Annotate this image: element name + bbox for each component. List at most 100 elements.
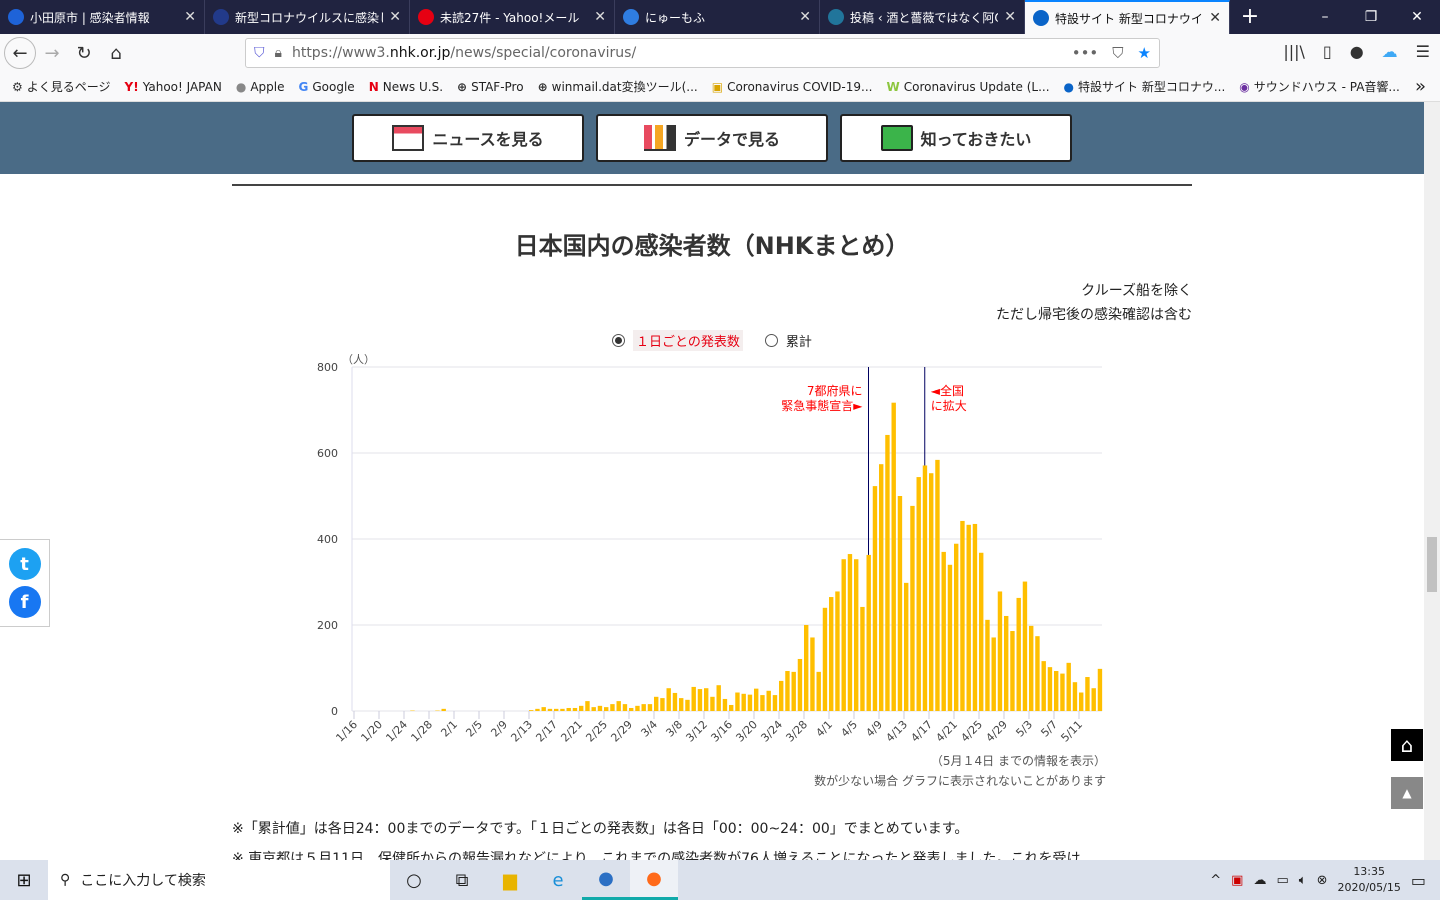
radio-daily-label[interactable]: １日ごとの発表数 [633, 330, 743, 351]
x-tick-label: 1/24 [383, 718, 410, 745]
radio-cumulative[interactable] [764, 334, 778, 347]
url-path: /news/special/coronavirus/ [450, 45, 637, 61]
notifications-icon[interactable]: ▭ [1410, 870, 1426, 890]
taskbar-search[interactable]: ⚲ ここに入力して検索 [48, 860, 390, 900]
cortana-icon[interactable]: ○ [406, 869, 422, 891]
home-button[interactable]: ⌂ [110, 42, 122, 64]
bar [997, 591, 1003, 711]
bar [760, 695, 765, 711]
bar [860, 606, 865, 711]
mute-icon[interactable]: ⊗ [1316, 872, 1328, 888]
chevron-up-icon[interactable]: ^ [1210, 872, 1222, 888]
bookmark-item[interactable]: ● 特設サイト 新型コロナウ... [1064, 78, 1226, 95]
bar [1085, 677, 1090, 711]
share-panel: t f [0, 539, 50, 627]
x-tick-label: 1/28 [408, 718, 435, 745]
radio-daily[interactable] [612, 334, 625, 347]
bar [972, 523, 978, 711]
close-tab-icon[interactable]: ✕ [389, 9, 401, 25]
page-actions-icon[interactable]: ••• [1071, 44, 1099, 62]
url-bar[interactable]: ⛉ 🔒︎ https://www3.nhk.or.jp/news/special… [245, 38, 1160, 68]
ie-icon[interactable]: e [552, 869, 564, 891]
close-tab-icon[interactable]: ✕ [799, 9, 811, 25]
bar [1047, 667, 1053, 711]
news-button[interactable]: ニュースを見る [352, 114, 584, 162]
icloud-icon[interactable]: ☁ [1381, 42, 1398, 61]
onedrive-icon[interactable]: ☁ [1253, 872, 1267, 888]
close-window-button[interactable]: ✕ [1411, 9, 1423, 25]
facebook-icon[interactable]: f [8, 586, 41, 618]
flag-icon[interactable]: ▣ [1231, 872, 1244, 888]
restore-button[interactable]: ❐ [1364, 9, 1378, 25]
tab[interactable]: にゅーもふ ✕ [615, 0, 820, 34]
data-button[interactable]: データで見る [596, 114, 828, 162]
task-view-icon[interactable]: ⧉ [455, 869, 469, 891]
bookmark-star-icon[interactable]: ★ [1137, 44, 1151, 62]
bookmark-label: 特設サイト 新型コロナウ... [1078, 80, 1226, 94]
bookmark-item[interactable]: G Google [299, 80, 355, 94]
account-icon[interactable]: ● [1349, 42, 1364, 61]
close-tab-icon[interactable]: ✕ [1004, 9, 1016, 25]
thunderbird-icon[interactable]: ● [582, 860, 630, 900]
bookmark-item[interactable]: Y! Yahoo! JAPAN [125, 80, 222, 94]
bookmark-item[interactable]: ◉ サウンドハウス - PA音響... [1239, 78, 1400, 95]
radio-cumulative-label[interactable]: 累計 [785, 335, 812, 350]
bookmark-item[interactable]: ⚙ よく見るページ [12, 78, 111, 95]
w-icon: W [886, 79, 900, 94]
sidebar-icon[interactable]: ▯ [1322, 42, 1332, 61]
bookmark-label: Apple [250, 79, 285, 94]
bookmark-item[interactable]: ⊕ winmail.dat変換ツール(... [538, 78, 698, 95]
tab[interactable]: 新型コロナウイルスに感染した事 ✕ [205, 0, 410, 34]
bar [991, 637, 996, 711]
n-icon: N [368, 79, 379, 94]
note: ただし帰宅後の感染確認は含む [996, 307, 1192, 323]
library-icon[interactable]: |||\ [1283, 42, 1305, 61]
y-tick-label: 0 [331, 705, 338, 718]
clock[interactable]: 13:35 2020/05/15 [1337, 864, 1400, 896]
home-icon[interactable]: ⌂ [1391, 729, 1423, 761]
know-button[interactable]: 知っておきたい [840, 114, 1072, 162]
pocket-icon[interactable]: ⛉ [1112, 44, 1124, 62]
windows-start-icon[interactable]: ⊞ [16, 869, 32, 891]
volume-icon[interactable]: 🔈︎ [1298, 872, 1307, 888]
scrollbar[interactable] [1424, 102, 1440, 860]
firefox-icon[interactable]: ● [630, 860, 678, 900]
back-button[interactable]: ← [4, 37, 36, 69]
forward-button[interactable]: → [44, 42, 60, 64]
bar [1029, 625, 1034, 711]
google-icon: G [298, 79, 309, 94]
tab[interactable]: 特設サイト 新型コロナウイルス ✕ [1025, 0, 1230, 34]
scroll-top-button[interactable]: ▲ [1391, 777, 1423, 809]
x-tick-label: 4/21 [933, 718, 960, 745]
tab[interactable]: 小田原市 | 感染者情報 ✕ [0, 0, 205, 34]
bookmarks-overflow-icon[interactable]: » [1414, 76, 1426, 97]
bookmark-item[interactable]: W Coronavirus Update (L... [886, 80, 1049, 94]
tab[interactable]: 投稿 ‹ 酒と薔薇ではなく阿Q ✕ [820, 0, 1025, 34]
bookmark-item[interactable]: ● Apple [236, 80, 285, 94]
twitter-icon[interactable]: t [8, 548, 41, 580]
close-tab-icon[interactable]: ✕ [184, 9, 196, 25]
bookmark-item[interactable]: N News U.S. [369, 80, 443, 94]
network-icon[interactable]: ▭ [1276, 872, 1289, 888]
tab-title: 投稿 ‹ 酒と薔薇ではなく阿Q [850, 10, 999, 25]
apple-icon: ● [235, 79, 247, 94]
new-tab-button[interactable]: + [1240, 4, 1260, 29]
y-tick-label: 600 [317, 447, 338, 460]
bar [985, 619, 990, 711]
file-explorer-icon[interactable]: ▆ [503, 869, 517, 891]
menu-icon[interactable]: ☰ [1415, 42, 1430, 61]
minimize-button[interactable]: – [1321, 9, 1329, 25]
bookmark-item[interactable]: ▣ Coronavirus COVID-19... [712, 80, 873, 94]
bar [797, 658, 803, 711]
scrollbar-thumb[interactable] [1427, 537, 1437, 592]
nav-bar: ← → ↻ ⌂ ⛉ 🔒︎ https://www3.nhk.or.jp/news… [0, 34, 1440, 72]
close-tab-icon[interactable]: ✕ [1209, 10, 1221, 26]
tab[interactable]: 未読27件 - Yahoo!メール ✕ [410, 0, 615, 34]
bar [572, 707, 578, 711]
x-tick-label: 3/24 [758, 718, 785, 745]
shield-icon: ⛉ [254, 45, 265, 61]
x-tick-label: 4/1 [813, 718, 835, 740]
bookmark-item[interactable]: ⊕ STAF-Pro [457, 80, 524, 94]
reload-button[interactable]: ↻ [76, 42, 92, 64]
close-tab-icon[interactable]: ✕ [594, 9, 606, 25]
